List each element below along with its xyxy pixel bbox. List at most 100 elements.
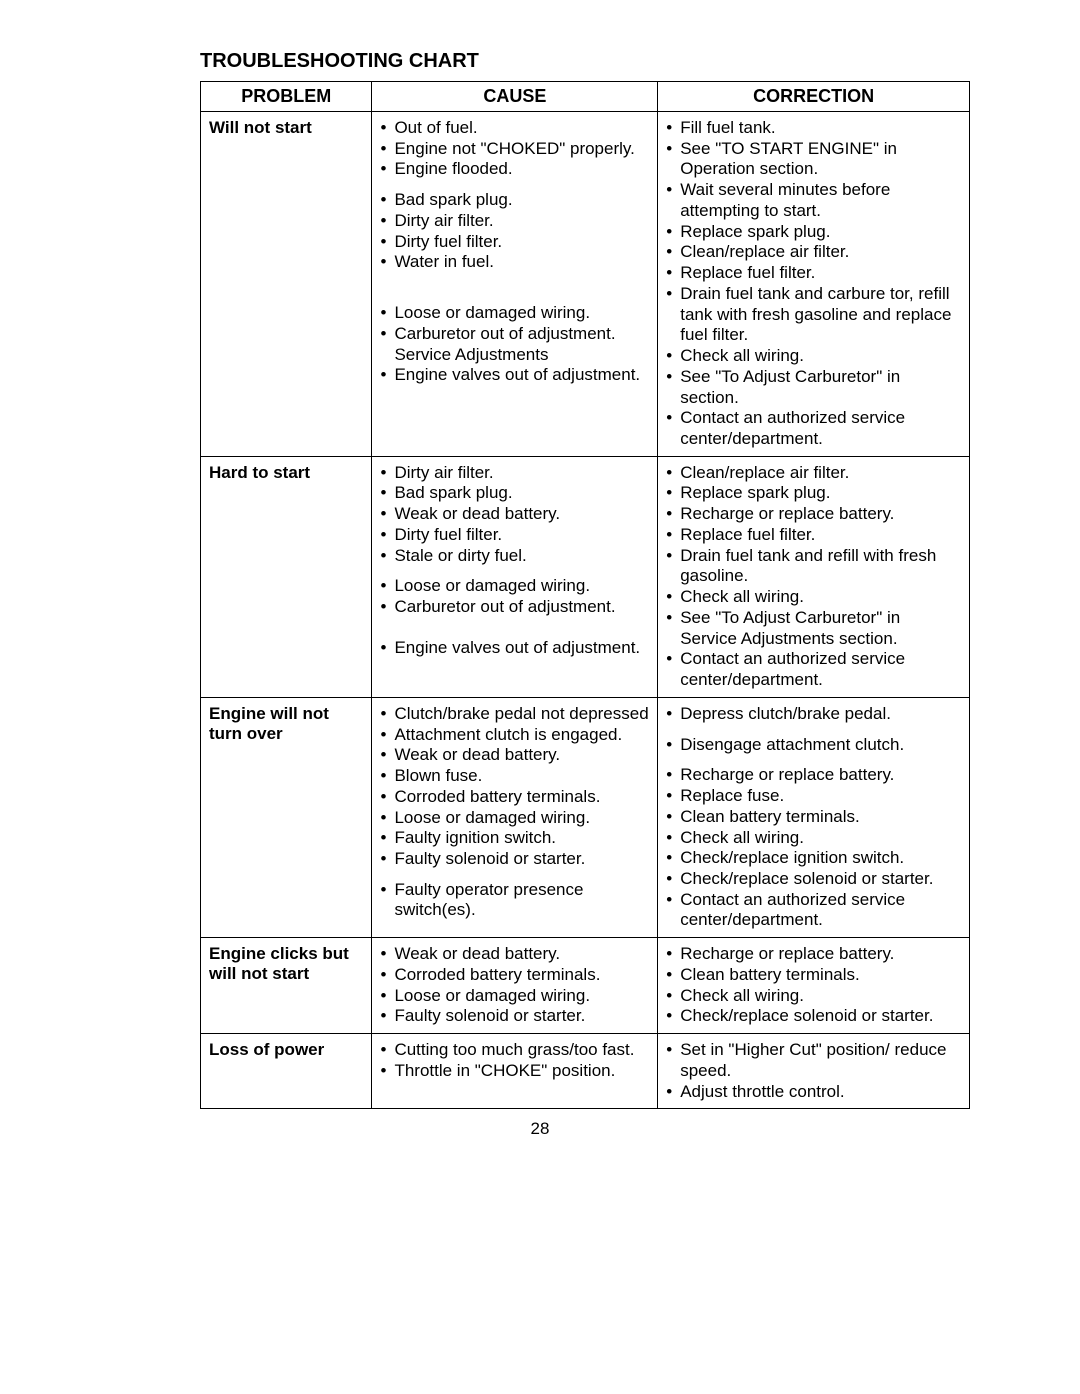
- correction-list: Fill fuel tank.See "TO START ENGINE" in …: [666, 118, 961, 450]
- page-number: 28: [40, 1119, 1040, 1139]
- list-item: Check/replace solenoid or starter.: [666, 869, 961, 890]
- table-row: Will not startOut of fuel.Engine not "CH…: [201, 112, 970, 457]
- correction-cell: Depress clutch/brake pedal. Disengage att…: [658, 697, 970, 937]
- list-item: Drain fuel tank and carbure tor, refill …: [666, 284, 961, 346]
- list-item: Check/replace solenoid or starter.: [666, 1006, 961, 1027]
- list-item: Carburetor out of adjustment. Service Ad…: [380, 324, 649, 365]
- list-item: Fill fuel tank.: [666, 118, 961, 139]
- list-item: Replace fuse.: [666, 786, 961, 807]
- list-item: Bad spark plug.: [380, 190, 649, 211]
- list-item: Loose or damaged wiring.: [380, 808, 649, 829]
- list-item: Recharge or replace battery.: [666, 765, 961, 786]
- list-item: Recharge or replace battery.: [666, 944, 961, 965]
- list-item: Dirty fuel filter.: [380, 232, 649, 253]
- list-item: Weak or dead battery.: [380, 504, 649, 525]
- header-problem: PROBLEM: [201, 82, 372, 112]
- list-item: Loose or damaged wiring.: [380, 576, 649, 597]
- problem-cell: Will not start: [201, 112, 372, 457]
- list-item: Clean/replace air filter.: [666, 242, 961, 263]
- correction-list: Depress clutch/brake pedal. Disengage att…: [666, 704, 961, 931]
- table-row: Hard to startDirty air filter.Bad spark …: [201, 456, 970, 697]
- list-item: Replace fuel filter.: [666, 263, 961, 284]
- cause-list: Clutch/brake pedal not depressedAttachme…: [380, 704, 649, 921]
- problem-cell: Engine clicks but will not start: [201, 938, 372, 1034]
- list-item: Weak or dead battery.: [380, 944, 649, 965]
- list-item: Depress clutch/brake pedal.: [666, 704, 961, 725]
- list-item: Corroded battery terminals.: [380, 965, 649, 986]
- list-item: Contact an authorized service center/dep…: [666, 890, 961, 931]
- cause-cell: Cutting too much grass/too fast.Throttle…: [372, 1034, 658, 1109]
- list-item: Replace spark plug.: [666, 222, 961, 243]
- header-cause: CAUSE: [372, 82, 658, 112]
- correction-list: Clean/replace air filter.Replace spark p…: [666, 463, 961, 691]
- list-item: Check all wiring.: [666, 828, 961, 849]
- list-item: Replace spark plug.: [666, 483, 961, 504]
- correction-cell: Fill fuel tank.See "TO START ENGINE" in …: [658, 112, 970, 457]
- list-item: Faulty operator presence switch(es).: [380, 880, 649, 921]
- list-item: Replace fuel filter.: [666, 525, 961, 546]
- correction-cell: Recharge or replace battery.Clean batter…: [658, 938, 970, 1034]
- list-item: Engine not "CHOKED" properly.: [380, 139, 649, 160]
- cause-list: Out of fuel.Engine not "CHOKED" properly…: [380, 118, 649, 386]
- list-item: Throttle in "CHOKE" position.: [380, 1061, 649, 1082]
- list-item: Cutting too much grass/too fast.: [380, 1040, 649, 1061]
- list-item: Dirty air filter.: [380, 211, 649, 232]
- cause-list: Dirty air filter.Bad spark plug.Weak or …: [380, 463, 649, 659]
- list-item: Disengage attachment clutch.: [666, 735, 961, 756]
- cause-list: Weak or dead battery.Corroded battery te…: [380, 944, 649, 1027]
- list-item: Dirty fuel filter.: [380, 525, 649, 546]
- list-item: Weak or dead battery.: [380, 745, 649, 766]
- list-item: Loose or damaged wiring.: [380, 303, 649, 324]
- list-item: See "To Adjust Carburetor" in Service Ad…: [666, 608, 961, 649]
- list-item: Carburetor out of adjustment.: [380, 597, 649, 618]
- list-item: Water in fuel.: [380, 252, 649, 273]
- list-item: Clean battery terminals.: [666, 807, 961, 828]
- list-item: Drain fuel tank and refill with fresh ga…: [666, 546, 961, 587]
- cause-list: Cutting too much grass/too fast.Throttle…: [380, 1040, 649, 1081]
- list-item: Dirty air filter.: [380, 463, 649, 484]
- list-item: Loose or damaged wiring.: [380, 986, 649, 1007]
- list-item: Check all wiring.: [666, 986, 961, 1007]
- table-row: Engine will not turn overClutch/brake pe…: [201, 697, 970, 937]
- list-item: Contact an authorized service center/dep…: [666, 649, 961, 690]
- list-item: Check all wiring.: [666, 587, 961, 608]
- list-item: Check/replace ignition switch.: [666, 848, 961, 869]
- list-item: Engine valves out of adjustment.: [380, 365, 649, 386]
- list-item: See "TO START ENGINE" in Operation secti…: [666, 139, 961, 180]
- list-item: Blown fuse.: [380, 766, 649, 787]
- cause-cell: Out of fuel.Engine not "CHOKED" properly…: [372, 112, 658, 457]
- list-item: Bad spark plug.: [380, 483, 649, 504]
- list-item: Clutch/brake pedal not depressed: [380, 704, 649, 725]
- list-item: Engine valves out of adjustment.: [380, 638, 649, 659]
- list-item: Clean/replace air filter.: [666, 463, 961, 484]
- cause-cell: Dirty air filter.Bad spark plug.Weak or …: [372, 456, 658, 697]
- list-item: Out of fuel.: [380, 118, 649, 139]
- table-row: Loss of powerCutting too much grass/too …: [201, 1034, 970, 1109]
- correction-cell: Clean/replace air filter.Replace spark p…: [658, 456, 970, 697]
- chart-title: TROUBLESHOOTING CHART: [200, 50, 1040, 73]
- cause-cell: Weak or dead battery.Corroded battery te…: [372, 938, 658, 1034]
- list-item: Faulty ignition switch.: [380, 828, 649, 849]
- list-item: Stale or dirty fuel.: [380, 546, 649, 567]
- list-item: Corroded battery terminals.: [380, 787, 649, 808]
- problem-cell: Engine will not turn over: [201, 697, 372, 937]
- list-item: Contact an authorized service center/dep…: [666, 408, 961, 449]
- list-item: Recharge or replace battery.: [666, 504, 961, 525]
- list-item: Faulty solenoid or starter.: [380, 849, 649, 870]
- list-item: Wait several minutes before attempting t…: [666, 180, 961, 221]
- list-item: Engine flooded.: [380, 159, 649, 180]
- list-item: Set in "Higher Cut" position/ reduce spe…: [666, 1040, 961, 1081]
- list-item: Attachment clutch is engaged.: [380, 725, 649, 746]
- list-item: Check all wiring.: [666, 346, 961, 367]
- cause-cell: Clutch/brake pedal not depressedAttachme…: [372, 697, 658, 937]
- header-correction: CORRECTION: [658, 82, 970, 112]
- problem-cell: Loss of power: [201, 1034, 372, 1109]
- problem-cell: Hard to start: [201, 456, 372, 697]
- troubleshooting-table: PROBLEM CAUSE CORRECTION Will not startO…: [200, 81, 970, 1109]
- correction-list: Set in "Higher Cut" position/ reduce spe…: [666, 1040, 961, 1102]
- table-row: Engine clicks but will not startWeak or …: [201, 938, 970, 1034]
- list-item: Faulty solenoid or starter.: [380, 1006, 649, 1027]
- list-item: Clean battery terminals.: [666, 965, 961, 986]
- correction-list: Recharge or replace battery.Clean batter…: [666, 944, 961, 1027]
- list-item: See "To Adjust Carburetor" in section.: [666, 367, 961, 408]
